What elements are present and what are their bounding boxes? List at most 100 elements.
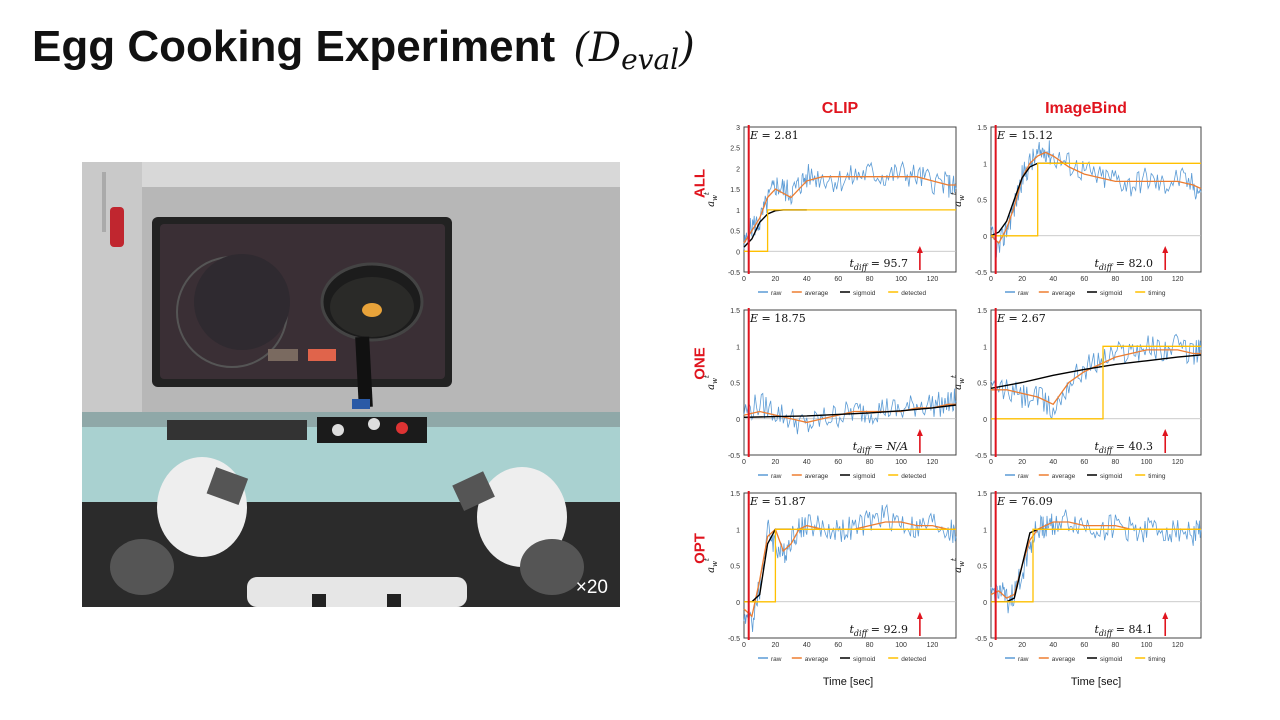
y-tick-label: 0.5 — [977, 564, 987, 571]
y-tick-label: 0 — [736, 249, 740, 256]
series-line-raw — [990, 140, 1202, 258]
y-tick-label: 0 — [983, 234, 987, 241]
playback-speed-label: ×20 — [575, 577, 608, 598]
y-tick-label: 1 — [736, 344, 740, 351]
x-tick-label: 100 — [1141, 276, 1153, 283]
y-tick-label: 0 — [736, 600, 740, 607]
x-tick-label: 60 — [1080, 276, 1088, 283]
detection-arrow-head — [916, 246, 923, 253]
y-tick-label: 0 — [983, 600, 987, 607]
video-frame[interactable]: ×20 — [82, 162, 620, 607]
x-tick-label: 100 — [895, 276, 907, 283]
plot-area — [990, 126, 1202, 273]
t-diff-label: tdiff = N/A — [853, 440, 908, 455]
x-tick-label: 80 — [866, 642, 874, 649]
series-line-timing — [991, 345, 1201, 420]
x-tick-label: 100 — [1141, 459, 1153, 466]
x-tick-label: 120 — [1172, 276, 1184, 283]
series-line-average — [990, 151, 1202, 245]
y-tick-label: 0.5 — [977, 198, 987, 205]
y-tick-label: 1.5 — [977, 125, 987, 132]
t-diff-label: tdiff = 92.9 — [850, 623, 909, 638]
legend-entry-average: average — [1052, 290, 1076, 297]
y-tick-label: 1 — [736, 527, 740, 534]
title-text: Egg Cooking Experiment — [32, 22, 556, 71]
x-tick-label: 40 — [803, 642, 811, 649]
plot-area — [743, 309, 957, 456]
y-tick-label: 2 — [736, 166, 740, 173]
detection-arrow-head — [916, 429, 923, 436]
y-tick-label: 1 — [983, 527, 987, 534]
y-axis-label: awt — [950, 558, 966, 573]
x-tick-label: 20 — [772, 276, 780, 283]
legend-entry-detected: detected — [901, 473, 926, 480]
legend-entry-timing: timing — [1148, 290, 1166, 297]
x-tick-label: 120 — [927, 642, 939, 649]
y-tick-label: -0.5 — [728, 453, 740, 460]
legend-entry-average: average — [805, 473, 829, 480]
y-tick-label: 0.5 — [730, 564, 740, 571]
y-axis-label: awt — [950, 375, 966, 390]
x-tick-label: 60 — [834, 459, 842, 466]
series-line-average — [991, 349, 1201, 406]
series-line-average — [743, 176, 956, 244]
series-line-timing — [991, 528, 1201, 603]
x-tick-label: 40 — [1049, 459, 1057, 466]
y-tick-label: -0.5 — [975, 636, 987, 643]
x-tick-label: 60 — [1080, 459, 1088, 466]
legend-entry-average: average — [1052, 473, 1076, 480]
x-tick-label: 0 — [989, 642, 993, 649]
legend-entry-sigmoid: sigmoid — [1100, 473, 1123, 480]
x-tick-label: 120 — [1172, 642, 1184, 649]
x-tick-label: 60 — [834, 642, 842, 649]
y-tick-label: 1.5 — [730, 491, 740, 498]
series-line-raw — [743, 503, 957, 633]
y-tick-label: -0.5 — [975, 270, 987, 277]
x-tick-label: 20 — [1018, 642, 1026, 649]
page-title: Egg Cooking Experiment (Deval) — [32, 22, 695, 76]
e-value-label: E = 51.87 — [749, 495, 806, 508]
y-axis-label: awt — [703, 192, 719, 207]
e-value-label: E = 2.67 — [996, 312, 1046, 325]
column-label-imagebind: ImageBind — [1045, 100, 1127, 117]
e-value-label: E = 18.75 — [749, 312, 806, 325]
x-tick-label: 120 — [927, 276, 939, 283]
y-tick-label: 0.5 — [977, 381, 987, 388]
y-tick-label: -0.5 — [975, 453, 987, 460]
y-tick-label: 1 — [983, 344, 987, 351]
y-tick-label: 1.5 — [730, 308, 740, 315]
legend-entry-detected: detected — [901, 656, 926, 663]
legend-entry-timing: timing — [1148, 656, 1166, 663]
kitchen-scene-image — [82, 162, 620, 607]
y-axis-label: awt — [703, 375, 719, 390]
xlabel-clip: Time [sec] — [822, 676, 874, 688]
e-value-label: E = 15.12 — [996, 129, 1053, 142]
e-value-label: E = 2.81 — [749, 129, 799, 142]
y-tick-label: 0.5 — [730, 229, 740, 236]
detection-arrow-head — [1162, 612, 1169, 619]
y-tick-label: 1.5 — [730, 187, 740, 194]
y-tick-label: 0 — [736, 417, 740, 424]
legend-entry-sigmoid: sigmoid — [853, 290, 876, 297]
x-tick-label: 0 — [742, 642, 746, 649]
x-tick-label: 40 — [1049, 276, 1057, 283]
x-tick-label: 80 — [1112, 642, 1120, 649]
y-tick-label: 0.5 — [730, 381, 740, 388]
y-tick-label: 1.5 — [977, 308, 987, 315]
legend-entry-average: average — [805, 290, 829, 297]
x-tick-label: 60 — [1080, 642, 1088, 649]
y-axis-label: awt — [950, 192, 966, 207]
x-tick-label: 120 — [927, 459, 939, 466]
x-tick-label: 80 — [1112, 459, 1120, 466]
x-tick-label: 40 — [803, 459, 811, 466]
y-tick-label: 3 — [736, 125, 740, 132]
series-line-timing — [991, 162, 1201, 237]
series-line-sigmoid — [743, 404, 957, 418]
legend-entry-sigmoid: sigmoid — [1100, 290, 1123, 297]
detection-arrow-head — [1162, 429, 1169, 436]
detection-arrow-head — [916, 612, 923, 619]
